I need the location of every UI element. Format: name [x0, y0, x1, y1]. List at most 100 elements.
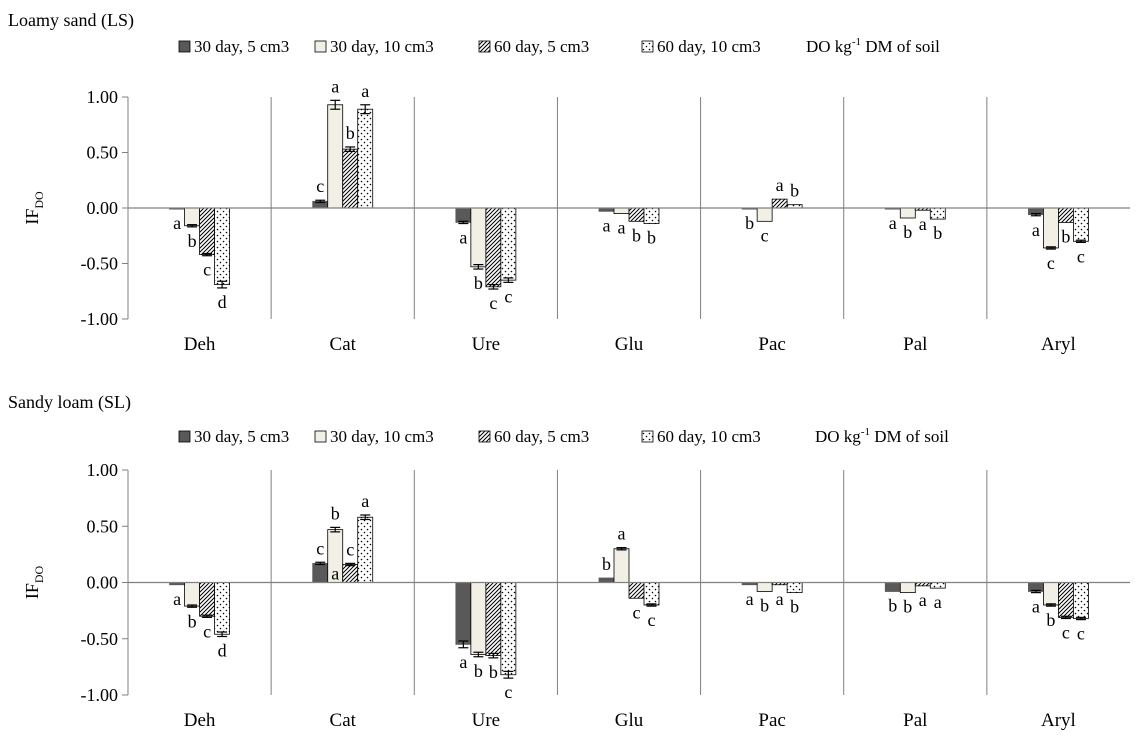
error-bar	[315, 199, 326, 204]
significance-letter: b	[188, 611, 197, 631]
significance-letter: b	[602, 554, 611, 574]
significance-letter: a	[603, 215, 611, 235]
error-bar	[345, 562, 356, 567]
bar	[771, 198, 788, 209]
significance-letter: a	[776, 589, 784, 609]
significance-letter: b	[933, 223, 942, 243]
error-bar	[330, 526, 341, 533]
significance-letter: b	[888, 596, 897, 616]
legend-suffix: DO kg-1 DM of soil	[815, 426, 949, 446]
bar	[613, 207, 630, 214]
bar	[199, 207, 215, 256]
legend-swatch	[641, 430, 654, 443]
legend-label: 60 day, 10 cm3	[657, 37, 761, 56]
significance-letter: c	[761, 225, 769, 245]
significance-letter: b	[188, 231, 197, 251]
legend-label: 30 day, 5 cm3	[194, 427, 289, 446]
x-tick-label: Pac	[758, 710, 785, 731]
significance-letter: c	[316, 176, 324, 196]
legend-swatch	[478, 430, 491, 443]
x-tick-label: Ure	[472, 334, 500, 355]
significance-letter: c	[1077, 624, 1085, 644]
y-tick-label: 1.00	[87, 460, 119, 480]
significance-letter: b	[745, 213, 754, 233]
significance-letter: c	[1062, 623, 1070, 643]
y-tick-label: 0.00	[87, 573, 119, 593]
bar	[1058, 207, 1074, 223]
bar	[884, 582, 901, 592]
significance-letter: a	[776, 175, 784, 195]
significance-letter: b	[489, 662, 498, 682]
error-bar	[473, 651, 484, 658]
bar	[470, 582, 487, 655]
bar	[1073, 207, 1089, 242]
significance-letter: b	[903, 222, 912, 242]
x-tick-label: Deh	[184, 710, 216, 731]
significance-letter: b	[760, 596, 769, 616]
significance-letter: b	[647, 228, 656, 248]
significance-letter: c	[1047, 253, 1055, 273]
bar	[929, 582, 946, 589]
bar	[628, 207, 645, 222]
bar	[643, 582, 660, 606]
bar	[500, 207, 517, 281]
bar	[929, 207, 946, 220]
y-tick-label: -1.00	[81, 309, 119, 329]
significance-letter: a	[331, 76, 339, 96]
x-tick-label: Deh	[184, 334, 216, 355]
significance-letter: b	[331, 503, 340, 523]
x-tick-label: Glu	[615, 710, 644, 731]
error-bar	[473, 264, 484, 270]
bar	[312, 562, 329, 583]
error-bar	[187, 604, 198, 608]
significance-letter: a	[934, 592, 942, 612]
bar	[199, 582, 215, 617]
legend-label: 30 day, 10 cm3	[330, 427, 434, 446]
bar	[899, 207, 916, 219]
chart-title: Sandy loam (SL)	[8, 392, 131, 413]
error-bar	[503, 670, 514, 679]
error-bar	[202, 252, 213, 257]
y-tick-label: -0.50	[81, 629, 119, 649]
significance-letter: b	[474, 661, 483, 681]
significance-letter: c	[633, 602, 641, 622]
significance-letter: b	[632, 225, 641, 245]
bar	[1043, 582, 1059, 606]
significance-letter: a	[173, 213, 181, 233]
bar	[357, 516, 374, 583]
significance-letter: a	[1032, 220, 1040, 240]
legend-swatch	[641, 40, 654, 53]
legend-label: 30 day, 5 cm3	[194, 37, 289, 56]
error-bar	[1075, 616, 1086, 621]
significance-letter: a	[361, 81, 369, 101]
x-tick-label: Pac	[758, 334, 785, 355]
significance-letter: d	[218, 641, 227, 661]
bar	[786, 582, 803, 594]
error-bar	[503, 277, 514, 283]
bar	[485, 582, 502, 657]
significance-letter: a	[919, 590, 927, 610]
bar	[327, 104, 344, 209]
y-axis-label: IFDO	[22, 191, 46, 225]
significance-letter: c	[504, 286, 512, 306]
legend-label: 60 day, 5 cm3	[494, 427, 589, 446]
error-bar	[315, 561, 326, 566]
bar	[756, 582, 773, 592]
y-tick-label: 0.00	[87, 198, 119, 218]
bar	[899, 582, 916, 594]
significance-letter: c	[489, 293, 497, 313]
significance-letter: c	[1077, 246, 1085, 266]
significance-letter: a	[459, 228, 467, 248]
significance-letter: b	[790, 181, 799, 201]
error-bar	[458, 220, 469, 225]
y-tick-label: 1.00	[87, 87, 119, 107]
error-bar	[217, 280, 228, 289]
bar	[455, 207, 472, 223]
bar	[598, 577, 615, 583]
bar	[214, 582, 230, 635]
significance-letter: a	[889, 213, 897, 233]
bar	[184, 582, 200, 607]
significance-letter: c	[203, 621, 211, 641]
significance-letter: a	[746, 589, 754, 609]
